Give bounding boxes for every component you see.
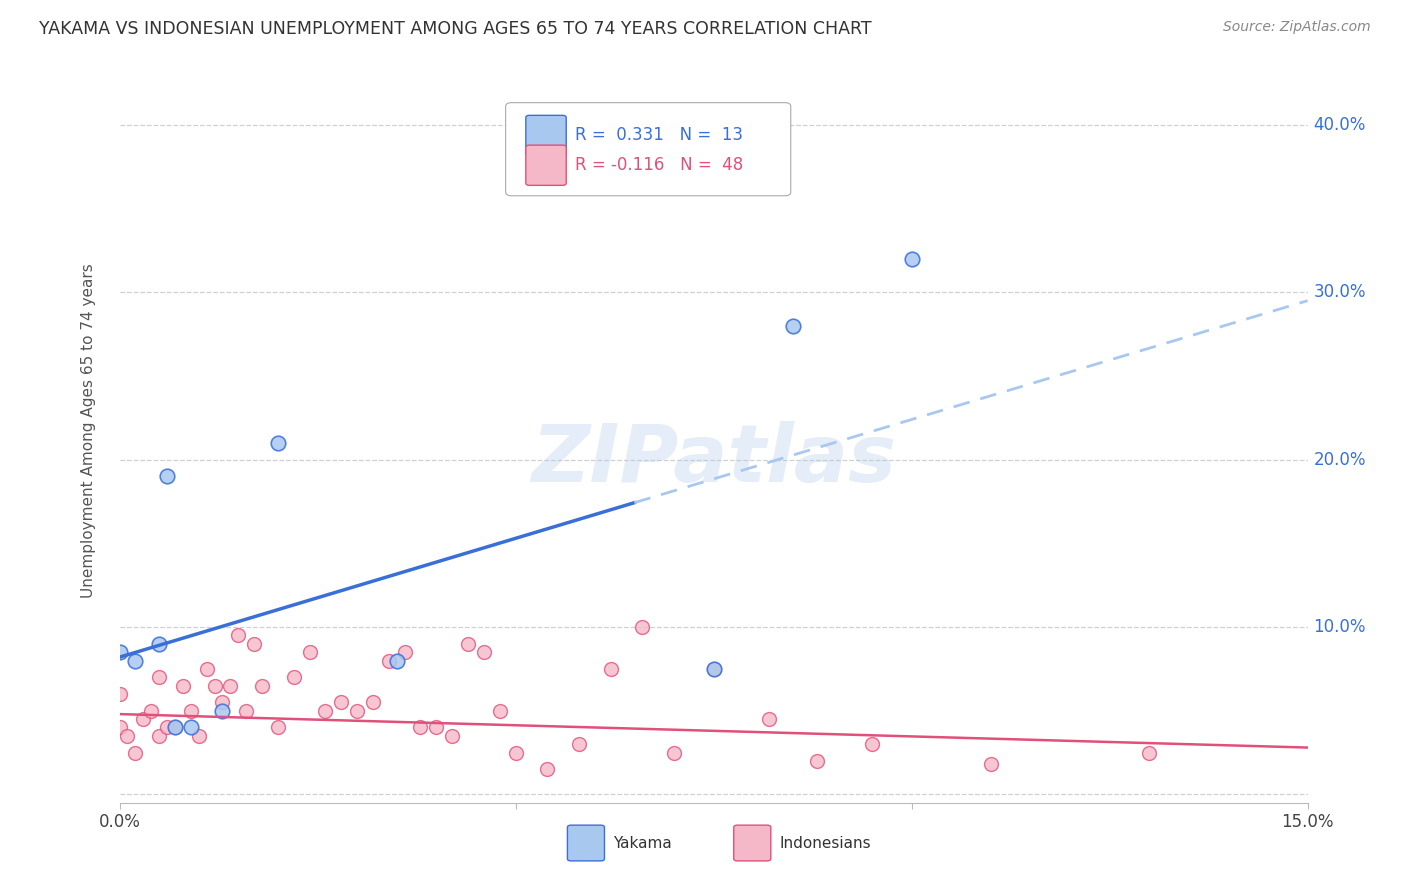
Point — [108, 687, 131, 701]
Point — [488, 704, 510, 718]
Text: 40.0%: 40.0% — [1313, 116, 1365, 134]
Point — [758, 712, 780, 726]
Point — [172, 679, 194, 693]
FancyBboxPatch shape — [568, 825, 605, 861]
FancyBboxPatch shape — [734, 825, 770, 861]
Point — [243, 637, 266, 651]
Point — [219, 679, 242, 693]
Point — [211, 704, 233, 718]
Point — [267, 436, 290, 450]
Point — [378, 654, 401, 668]
Point — [148, 637, 170, 651]
Point — [195, 662, 218, 676]
Point — [298, 645, 321, 659]
Point — [250, 679, 273, 693]
Point — [409, 721, 432, 735]
Point — [441, 729, 464, 743]
Text: 10.0%: 10.0% — [1313, 618, 1367, 636]
Point — [599, 662, 621, 676]
Y-axis label: Unemployment Among Ages 65 to 74 years: Unemployment Among Ages 65 to 74 years — [82, 263, 96, 598]
Point — [860, 737, 883, 751]
Point — [457, 637, 479, 651]
Point — [568, 737, 591, 751]
Point — [235, 704, 257, 718]
Point — [536, 762, 558, 776]
Point — [702, 662, 725, 676]
Text: 30.0%: 30.0% — [1313, 284, 1367, 301]
Point — [180, 704, 202, 718]
Point — [385, 654, 408, 668]
Point — [900, 252, 922, 266]
Point — [132, 712, 155, 726]
Point — [124, 746, 146, 760]
Point — [211, 695, 233, 709]
Point — [108, 645, 131, 659]
Point — [148, 729, 170, 743]
Point — [141, 704, 163, 718]
FancyBboxPatch shape — [526, 145, 567, 186]
Text: YAKAMA VS INDONESIAN UNEMPLOYMENT AMONG AGES 65 TO 74 YEARS CORRELATION CHART: YAKAMA VS INDONESIAN UNEMPLOYMENT AMONG … — [39, 20, 872, 37]
Point — [631, 620, 654, 634]
Point — [425, 721, 447, 735]
Point — [394, 645, 416, 659]
Point — [204, 679, 226, 693]
Point — [283, 670, 305, 684]
Point — [980, 757, 1002, 772]
Point — [662, 746, 685, 760]
Point — [163, 721, 186, 735]
FancyBboxPatch shape — [506, 103, 790, 195]
Text: 20.0%: 20.0% — [1313, 450, 1367, 468]
Point — [806, 754, 828, 768]
Point — [330, 695, 353, 709]
Point — [180, 721, 202, 735]
Point — [187, 729, 209, 743]
Point — [228, 628, 250, 642]
Text: Yakama: Yakama — [613, 836, 672, 850]
Point — [117, 729, 139, 743]
Text: Indonesians: Indonesians — [779, 836, 870, 850]
Point — [346, 704, 368, 718]
Point — [163, 721, 186, 735]
Text: R =  0.331   N =  13: R = 0.331 N = 13 — [575, 127, 742, 145]
Point — [782, 318, 804, 333]
Text: ZIPatlas: ZIPatlas — [531, 421, 896, 500]
Point — [267, 721, 290, 735]
Point — [361, 695, 384, 709]
Point — [702, 662, 725, 676]
Point — [1137, 746, 1160, 760]
Point — [156, 721, 179, 735]
Point — [472, 645, 495, 659]
Point — [108, 721, 131, 735]
Point — [314, 704, 336, 718]
Text: Source: ZipAtlas.com: Source: ZipAtlas.com — [1223, 20, 1371, 34]
FancyBboxPatch shape — [526, 115, 567, 155]
Point — [148, 670, 170, 684]
Point — [505, 746, 527, 760]
Text: R = -0.116   N =  48: R = -0.116 N = 48 — [575, 156, 742, 174]
Point — [156, 469, 179, 483]
Point — [124, 654, 146, 668]
